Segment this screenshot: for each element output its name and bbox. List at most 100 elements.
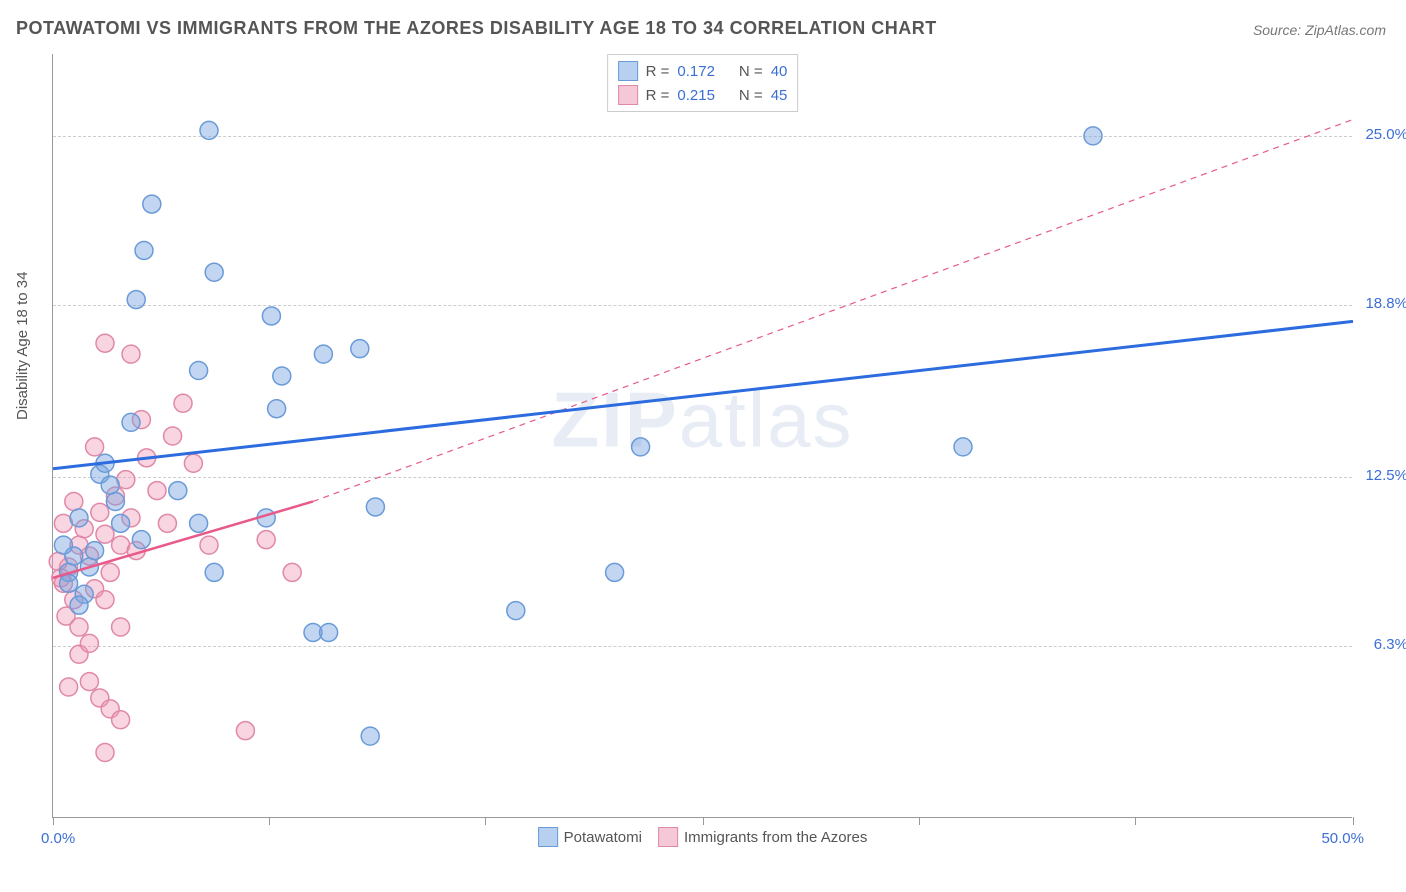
data-point (169, 482, 187, 500)
y-tick-label: 12.5% (1365, 467, 1406, 484)
data-point (366, 498, 384, 516)
trend-line (313, 119, 1353, 501)
data-point (1084, 127, 1102, 145)
data-point (112, 514, 130, 532)
data-point (112, 618, 130, 636)
x-tick (919, 817, 920, 825)
data-point (96, 744, 114, 762)
legend-n-label: N = (739, 63, 763, 80)
legend-row-potawatomi: R = 0.172 N = 40 (618, 59, 788, 83)
x-axis-max-label: 50.0% (1321, 830, 1364, 847)
legend-r-value-azores: 0.215 (677, 87, 715, 104)
source-credit: Source: ZipAtlas.com (1253, 22, 1386, 38)
data-point (273, 367, 291, 385)
y-tick-label: 18.8% (1365, 295, 1406, 312)
data-point (257, 531, 275, 549)
series-potawatomi-points (54, 121, 1102, 745)
y-tick-label: 6.3% (1374, 636, 1406, 653)
data-point (106, 492, 124, 510)
x-axis-min-label: 0.0% (41, 830, 75, 847)
legend-correlation: R = 0.172 N = 40 R = 0.215 N = 45 (607, 54, 799, 112)
data-point (101, 563, 119, 581)
data-point (80, 673, 98, 691)
data-point (148, 482, 166, 500)
data-point (132, 531, 150, 549)
legend-r-label: R = (646, 87, 670, 104)
data-point (122, 413, 140, 431)
trend-lines (53, 119, 1353, 577)
source-label: Source: (1253, 22, 1305, 38)
legend-swatch-potawatomi-bottom (538, 827, 558, 847)
data-point (190, 514, 208, 532)
data-point (96, 525, 114, 543)
legend-r-label: R = (646, 63, 670, 80)
x-tick (1135, 817, 1136, 825)
data-point (632, 438, 650, 456)
data-point (91, 503, 109, 521)
data-point (80, 634, 98, 652)
x-tick (1353, 817, 1354, 825)
data-point (205, 563, 223, 581)
data-point (351, 340, 369, 358)
legend-swatch-azores-bottom (658, 827, 678, 847)
legend-swatch-azores (618, 85, 638, 105)
chart-svg (53, 54, 1352, 817)
data-point (70, 596, 88, 614)
data-point (112, 711, 130, 729)
data-point (96, 334, 114, 352)
data-point (65, 492, 83, 510)
data-point (200, 536, 218, 554)
trend-line (53, 321, 1353, 468)
data-point (143, 195, 161, 213)
chart-title: POTAWATOMI VS IMMIGRANTS FROM THE AZORES… (16, 18, 937, 39)
data-point (268, 400, 286, 418)
plot-area: ZIPatlas 6.3%12.5%18.8%25.0% R = 0.172 N… (52, 54, 1352, 818)
legend-n-value-potawatomi: 40 (771, 63, 788, 80)
data-point (283, 563, 301, 581)
data-point (158, 514, 176, 532)
source-value: ZipAtlas.com (1305, 22, 1386, 38)
data-point (86, 438, 104, 456)
data-point (60, 678, 78, 696)
data-point (184, 454, 202, 472)
data-point (54, 536, 72, 554)
data-point (70, 618, 88, 636)
legend-swatch-potawatomi (618, 61, 638, 81)
data-point (200, 121, 218, 139)
legend-r-value-potawatomi: 0.172 (677, 63, 715, 80)
data-point (60, 574, 78, 592)
data-point (70, 509, 88, 527)
data-point (164, 427, 182, 445)
data-point (135, 241, 153, 259)
data-point (205, 263, 223, 281)
x-tick (53, 817, 54, 825)
data-point (101, 476, 119, 494)
legend-n-value-azores: 45 (771, 87, 788, 104)
y-tick-label: 25.0% (1365, 126, 1406, 143)
data-point (314, 345, 332, 363)
data-point (507, 602, 525, 620)
data-point (122, 345, 140, 363)
legend-label-potawatomi: Potawatomi (564, 829, 642, 846)
data-point (127, 291, 145, 309)
data-point (606, 563, 624, 581)
y-axis-label: Disability Age 18 to 34 (14, 272, 31, 420)
x-tick (269, 817, 270, 825)
data-point (954, 438, 972, 456)
legend-item-potawatomi: Potawatomi (538, 827, 642, 847)
data-point (190, 362, 208, 380)
x-tick (703, 817, 704, 825)
legend-n-label: N = (739, 87, 763, 104)
legend-label-azores: Immigrants from the Azores (684, 829, 867, 846)
data-point (236, 722, 254, 740)
data-point (86, 542, 104, 560)
x-tick (485, 817, 486, 825)
legend-row-azores: R = 0.215 N = 45 (618, 83, 788, 107)
data-point (174, 394, 192, 412)
data-point (96, 591, 114, 609)
legend-series: Potawatomi Immigrants from the Azores (538, 827, 868, 847)
data-point (361, 727, 379, 745)
data-point (320, 623, 338, 641)
legend-item-azores: Immigrants from the Azores (658, 827, 867, 847)
data-point (262, 307, 280, 325)
